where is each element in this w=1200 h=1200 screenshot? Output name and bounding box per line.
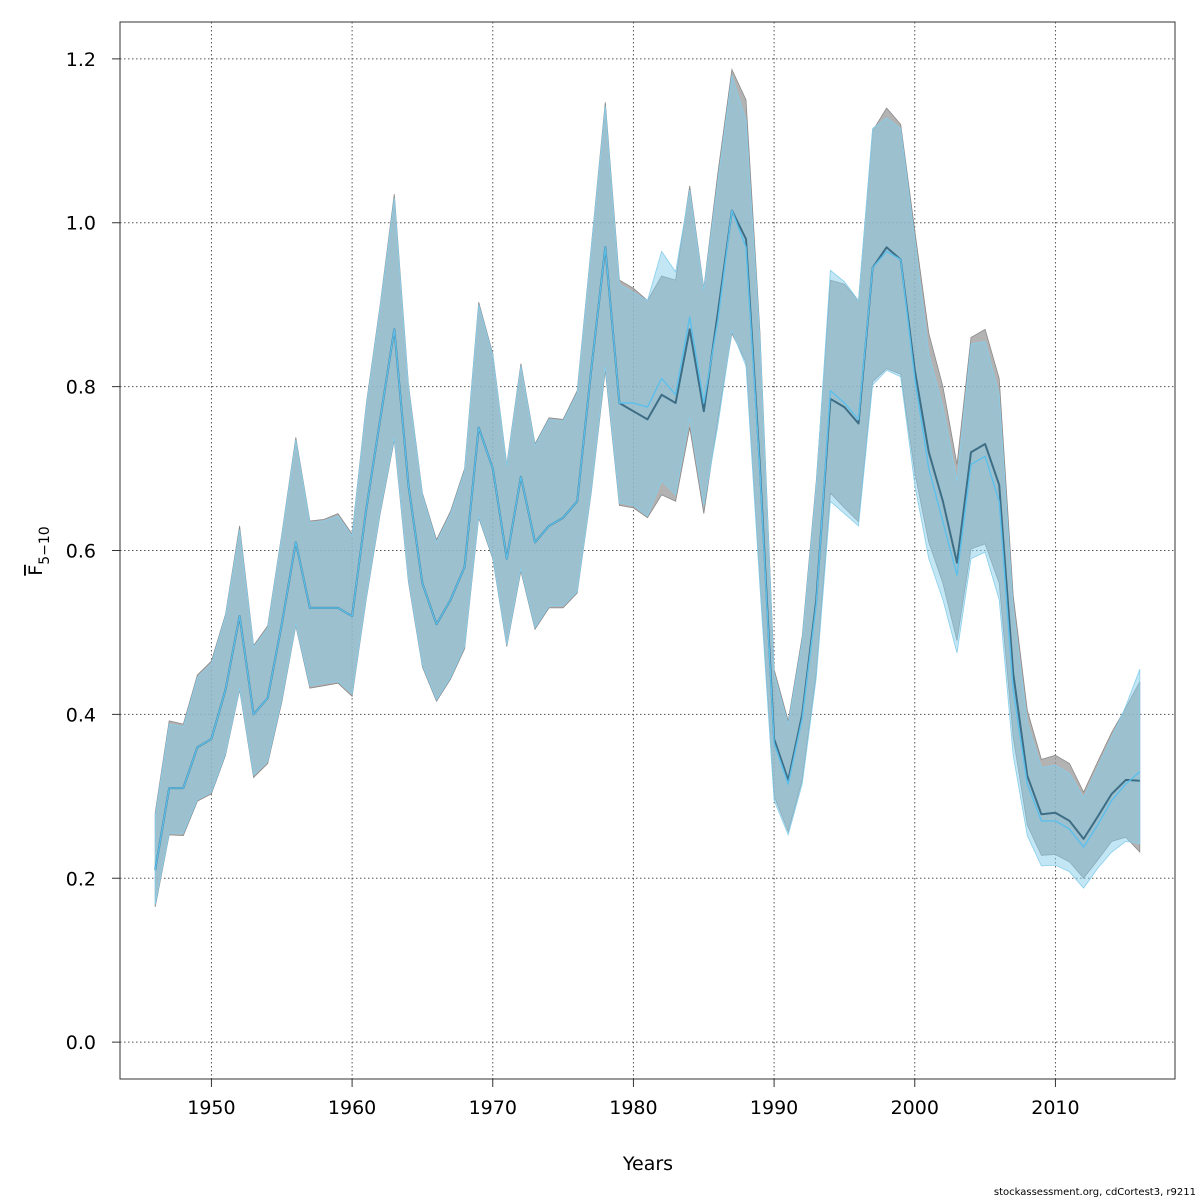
y-axis-title-subscript: 5−10 <box>37 526 53 564</box>
series-2-line <box>154 209 1141 871</box>
y-axis-title: F5−10 <box>25 526 53 575</box>
x-tick-label: 2000 <box>891 1097 939 1119</box>
series-lines <box>154 209 1141 871</box>
y-tick-label: 0.2 <box>66 868 96 890</box>
confidence-bands <box>154 68 1141 907</box>
series-2-confidence-band <box>154 75 1141 905</box>
x-axis: 1950 1960 1970 1980 1990 2000 2010 <box>187 1079 1080 1119</box>
y-tick-label: 1.0 <box>66 213 96 235</box>
y-tick-label: 0.8 <box>66 377 96 399</box>
svg-text:F5−10: F5−10 <box>25 526 53 575</box>
footer-note: stockassessment.org, cdCortest3, r9211 <box>993 1187 1196 1198</box>
y-tick-label: 0.6 <box>66 541 96 563</box>
y-axis: 0.0 0.2 0.4 0.6 0.8 1.0 1.2 <box>66 49 120 1054</box>
x-tick-label: 1970 <box>469 1097 517 1119</box>
grid <box>120 22 1175 1079</box>
x-tick-label: 1980 <box>609 1097 657 1119</box>
y-tick-label: 1.2 <box>66 49 96 71</box>
y-axis-title-main: F <box>25 565 47 576</box>
x-tick-label: 1950 <box>187 1097 235 1119</box>
x-axis-title: Years <box>622 1153 673 1175</box>
x-tick-label: 1990 <box>750 1097 798 1119</box>
y-tick-label: 0.4 <box>66 704 96 726</box>
y-tick-label: 0.0 <box>66 1032 96 1054</box>
x-tick-label: 1960 <box>328 1097 376 1119</box>
x-tick-label: 2010 <box>1031 1097 1079 1119</box>
